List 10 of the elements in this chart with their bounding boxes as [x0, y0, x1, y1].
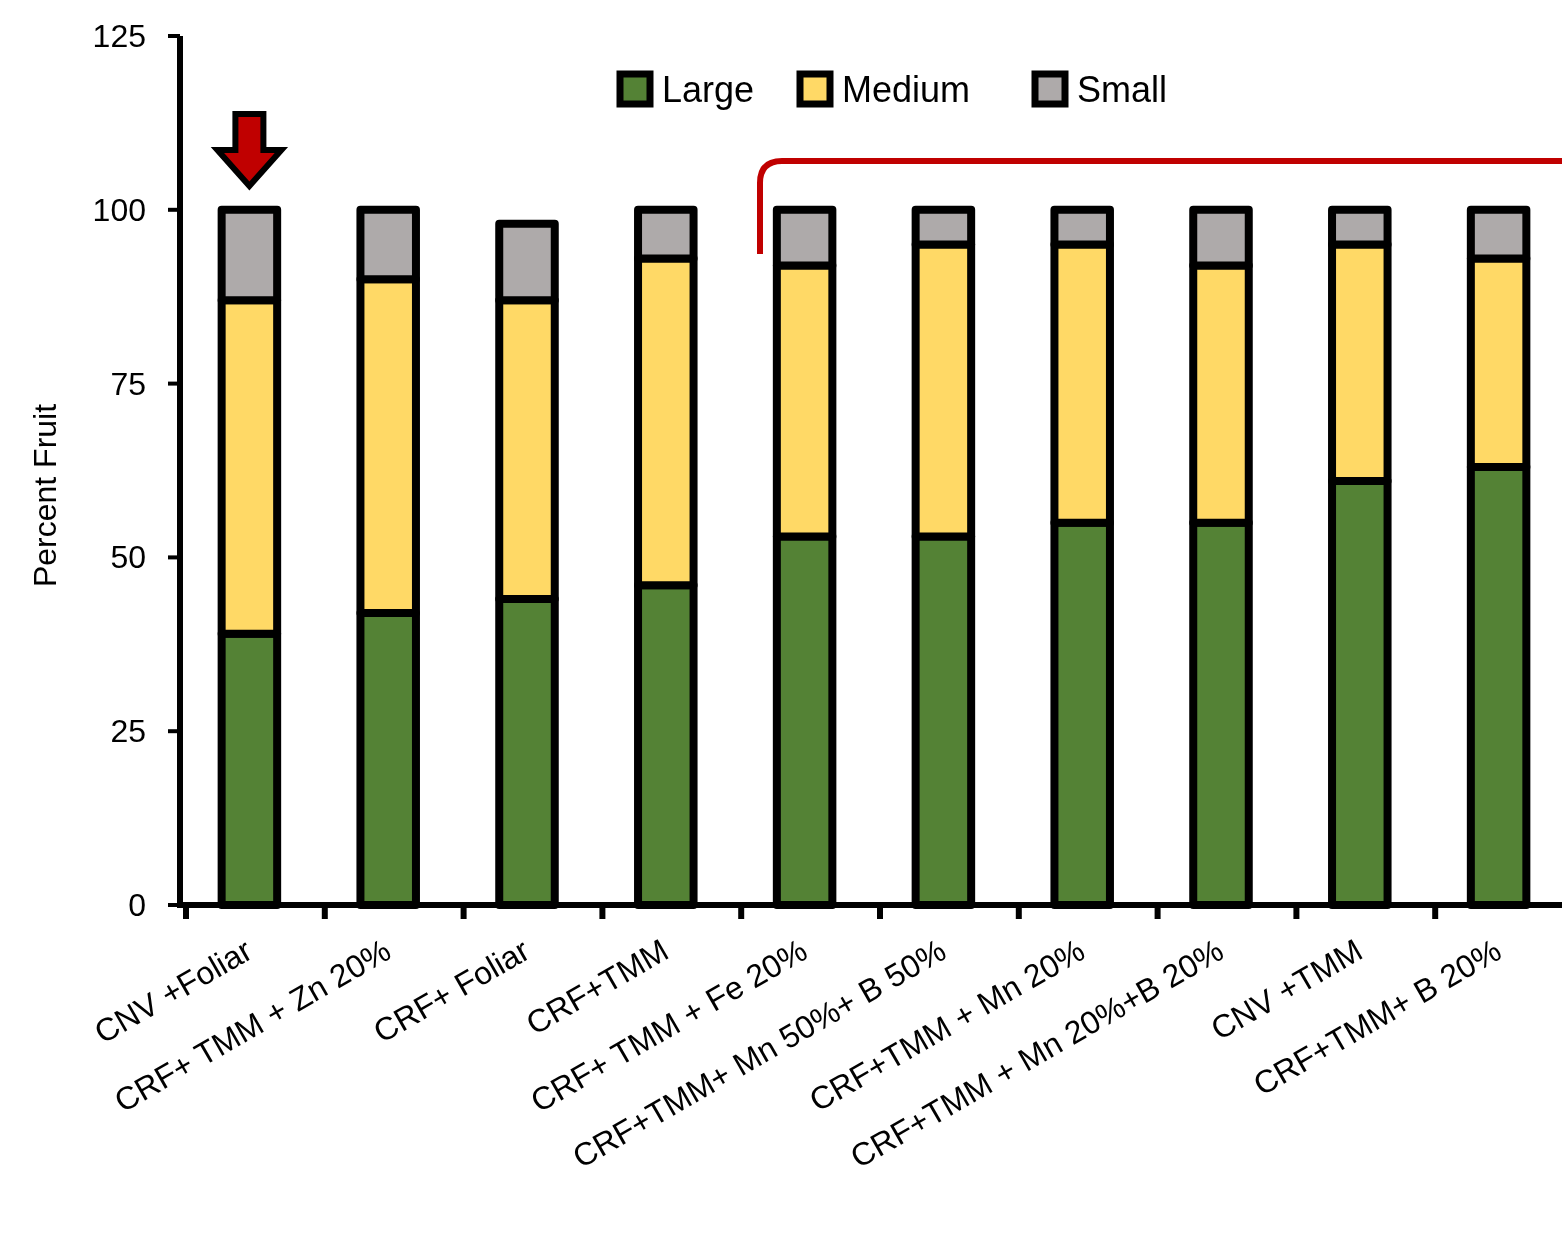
y-tick-label: 50 — [110, 539, 146, 576]
y-tick-label: 25 — [110, 713, 146, 750]
y-tick-label: 125 — [92, 18, 146, 54]
legend-label: Large — [662, 68, 755, 110]
y-tick-label: 100 — [92, 191, 146, 228]
y-tick-label: 0 — [128, 887, 146, 923]
y-tick-label: 75 — [110, 365, 146, 402]
legend-label: Small — [1077, 68, 1168, 110]
legend-label: Medium — [842, 68, 971, 110]
y-axis-title: Percent Fruit — [27, 403, 63, 588]
